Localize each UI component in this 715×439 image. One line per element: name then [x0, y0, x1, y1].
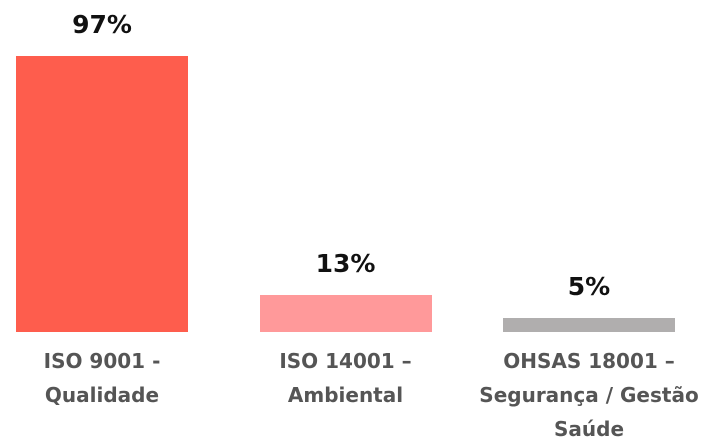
- value-label: 97%: [72, 10, 132, 40]
- value-label: 13%: [315, 249, 376, 278]
- x-tick-label: OHSAS 18001 – Segurança / Gestão Saúde: [479, 349, 699, 439]
- x-tick-label: ISO 9001 - Qualidade: [43, 349, 161, 407]
- x-tick-label: ISO 14001 – Ambiental: [279, 349, 412, 407]
- bar: [16, 56, 188, 332]
- bar: [503, 317, 675, 332]
- bar: [259, 295, 432, 332]
- value-label: 5%: [567, 271, 611, 301]
